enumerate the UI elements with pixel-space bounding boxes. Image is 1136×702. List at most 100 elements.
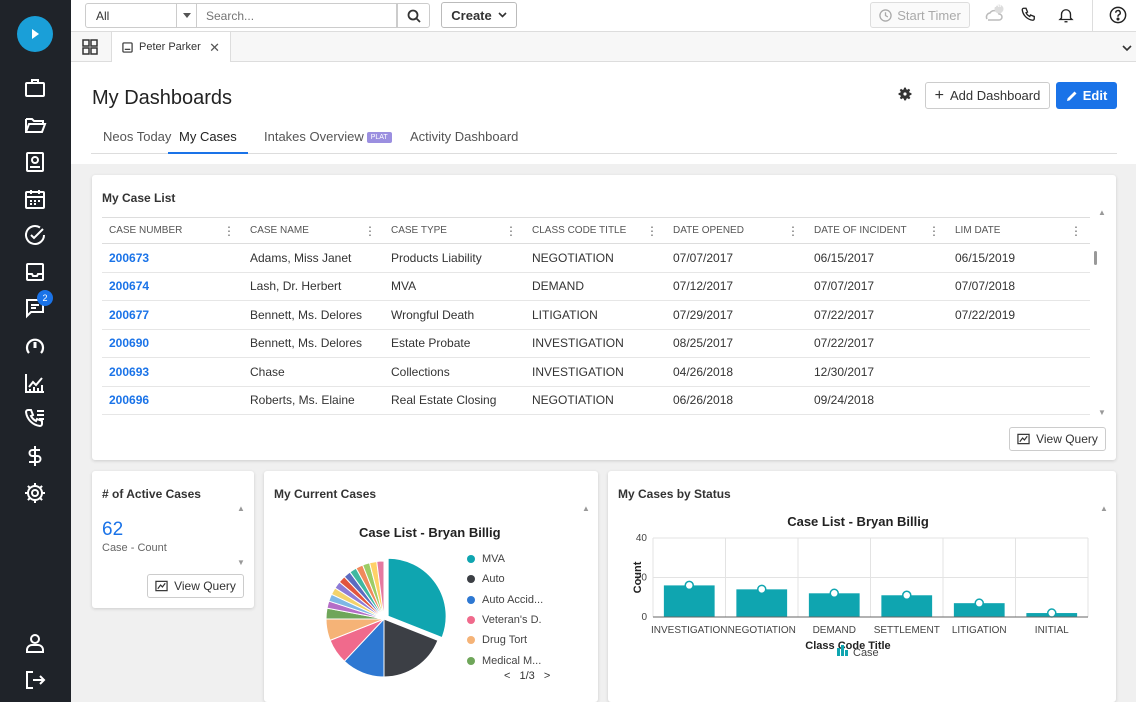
col-date-of-incident[interactable]: Date of Incident ⋮ bbox=[807, 217, 948, 244]
notifications-bell-icon[interactable] bbox=[1055, 4, 1077, 26]
col-case-number[interactable]: Case Number ⋮ bbox=[102, 217, 243, 244]
lim-date-cell bbox=[948, 357, 1090, 387]
ai-assistant-icon[interactable]: AI bbox=[983, 3, 1005, 26]
pager-next-icon[interactable]: > bbox=[543, 670, 551, 682]
call-log-icon[interactable] bbox=[22, 406, 48, 432]
table-row[interactable]: 200693 Chase Collections INVESTIGATION 04/26… bbox=[102, 357, 1090, 387]
col-lim-date[interactable]: LIM Date ⋮ bbox=[948, 217, 1090, 244]
table-row[interactable]: 200674 Lash, Dr. Herbert MVA DEMAND 07/12/20… bbox=[102, 272, 1090, 301]
help-icon[interactable] bbox=[1107, 4, 1129, 26]
col-class-code-title[interactable]: Class Code Title ⋮ bbox=[525, 217, 666, 244]
bar[interactable] bbox=[663, 585, 715, 617]
case-number-link[interactable]: 200690 bbox=[102, 329, 243, 358]
caret-down-icon[interactable] bbox=[176, 4, 196, 27]
case-list-view-query-button[interactable]: View Query bbox=[1009, 427, 1106, 451]
tab-activity-dashboard[interactable]: Activity Dashboard bbox=[410, 129, 519, 144]
user-profile-icon[interactable] bbox=[22, 630, 48, 656]
pager-prev-icon[interactable]: < bbox=[504, 670, 511, 682]
bar-marker[interactable] bbox=[829, 588, 839, 599]
app-logo-play-icon[interactable] bbox=[17, 16, 53, 52]
col-date-opened[interactable]: Date Opened ⋮ bbox=[666, 217, 807, 244]
x-tick-label: SETTLEMENT bbox=[874, 625, 940, 636]
logout-icon[interactable] bbox=[22, 667, 48, 693]
scroll-up-arrow-icon[interactable]: ▲ bbox=[1100, 504, 1108, 513]
table-row[interactable]: 200696 Roberts, Ms. Elaine Real Estate Clo… bbox=[102, 386, 1090, 415]
inbox-icon[interactable] bbox=[22, 259, 48, 285]
pie-slice[interactable] bbox=[383, 618, 439, 678]
table-row[interactable]: 200677 Bennett, Ms. Delores Wrongful Death… bbox=[102, 300, 1090, 330]
legend-item[interactable]: Drug Tort bbox=[467, 634, 527, 646]
active-cases-view-query-button[interactable]: View Query bbox=[147, 574, 244, 598]
check-circle-icon[interactable] bbox=[22, 222, 48, 248]
folder-open-icon[interactable] bbox=[22, 112, 48, 138]
billing-dollar-icon[interactable] bbox=[22, 443, 48, 469]
column-menu-icon[interactable]: ⋮ bbox=[928, 224, 940, 238]
scroll-up-arrow-icon[interactable]: ▲ bbox=[1098, 208, 1106, 217]
lim-date-cell: 07/22/2019 bbox=[948, 300, 1090, 330]
legend-item[interactable]: Auto Accid... bbox=[467, 594, 543, 606]
close-tab-icon[interactable]: ✕ bbox=[209, 40, 220, 55]
edit-button[interactable]: Edit bbox=[1056, 82, 1117, 109]
bar-marker[interactable] bbox=[974, 598, 984, 608]
legend-item[interactable]: Veteran's D. bbox=[467, 614, 542, 626]
calendar-icon[interactable] bbox=[22, 186, 48, 212]
tab-intakes-overview[interactable]: Intakes Overview PLAT bbox=[264, 129, 392, 154]
pie-slice[interactable] bbox=[376, 560, 385, 620]
case-number-link[interactable]: 200673 bbox=[102, 243, 243, 273]
start-timer-button[interactable]: Start Timer bbox=[870, 2, 970, 28]
bar-marker[interactable] bbox=[1047, 608, 1057, 618]
bar-legend-item[interactable]: Case bbox=[837, 645, 879, 659]
dashboard-grid-icon[interactable] bbox=[81, 38, 99, 56]
settings-gear-icon[interactable] bbox=[22, 480, 48, 506]
bar[interactable] bbox=[881, 595, 933, 617]
date-opened-cell: 06/26/2018 bbox=[666, 386, 807, 415]
bar-marker[interactable] bbox=[684, 580, 694, 591]
case-number-link[interactable]: 200674 bbox=[102, 272, 243, 301]
col-case-type[interactable]: Case Type ⋮ bbox=[384, 217, 525, 244]
bar-marker[interactable] bbox=[902, 590, 912, 601]
legend-item[interactable]: Auto bbox=[467, 573, 505, 585]
table-row[interactable]: 200673 Adams, Miss Janet Products Liabilit… bbox=[102, 243, 1090, 273]
lim-date-cell bbox=[948, 386, 1090, 415]
search-button[interactable] bbox=[397, 3, 430, 28]
scroll-down-arrow-icon[interactable]: ▼ bbox=[237, 558, 245, 567]
column-menu-icon[interactable]: ⋮ bbox=[646, 224, 658, 238]
create-button[interactable]: Create bbox=[441, 2, 517, 28]
search-scope-select[interactable]: All bbox=[85, 3, 197, 28]
column-menu-icon[interactable]: ⋮ bbox=[1070, 224, 1082, 238]
case-number-link[interactable]: 200696 bbox=[102, 386, 243, 415]
bar-marker[interactable] bbox=[757, 584, 767, 595]
case-number-link[interactable]: 200693 bbox=[102, 357, 243, 387]
table-scrollbar-thumb[interactable] bbox=[1094, 251, 1097, 265]
phone-icon[interactable] bbox=[1018, 4, 1040, 26]
scroll-up-arrow-icon[interactable]: ▲ bbox=[237, 504, 245, 513]
analytics-icon[interactable] bbox=[22, 370, 48, 396]
add-dashboard-button[interactable]: + Add Dashboard bbox=[925, 82, 1050, 109]
bar-chart-title: Case List - Bryan Billig bbox=[787, 514, 929, 529]
pie-slice[interactable] bbox=[387, 557, 447, 639]
column-menu-icon[interactable]: ⋮ bbox=[223, 224, 235, 238]
table-row[interactable]: 200690 Bennett, Ms. Delores Estate Probate… bbox=[102, 329, 1090, 358]
active-cases-count[interactable]: 62 bbox=[102, 519, 124, 540]
tab-my-cases[interactable]: My Cases bbox=[168, 129, 248, 154]
contact-card-icon[interactable] bbox=[22, 149, 48, 175]
legend-item[interactable]: MVA bbox=[467, 553, 505, 565]
open-tab-peter-parker[interactable]: Peter Parker ✕ bbox=[111, 32, 231, 62]
legend-item[interactable]: Medical M... bbox=[467, 655, 541, 667]
global-search-input[interactable] bbox=[197, 3, 397, 28]
column-menu-icon[interactable]: ⋮ bbox=[505, 224, 517, 238]
tab-neos-today[interactable]: Neos Today bbox=[103, 129, 172, 144]
case-number-link[interactable]: 200677 bbox=[102, 300, 243, 330]
briefcase-icon[interactable] bbox=[22, 75, 48, 101]
add-dashboard-label: Add Dashboard bbox=[950, 88, 1041, 103]
column-menu-icon[interactable]: ⋮ bbox=[787, 224, 799, 238]
bar[interactable] bbox=[808, 593, 860, 617]
dashboard-settings-gear-icon[interactable] bbox=[897, 86, 915, 104]
column-menu-icon[interactable]: ⋮ bbox=[364, 224, 376, 238]
col-case-name[interactable]: Case Name ⋮ bbox=[243, 217, 384, 244]
scroll-up-arrow-icon[interactable]: ▲ bbox=[582, 504, 590, 513]
tabs-chevron-down-icon[interactable] bbox=[1122, 41, 1132, 55]
scroll-down-arrow-icon[interactable]: ▼ bbox=[1098, 408, 1106, 417]
bar[interactable] bbox=[953, 603, 1005, 617]
gauge-icon[interactable] bbox=[22, 333, 48, 359]
